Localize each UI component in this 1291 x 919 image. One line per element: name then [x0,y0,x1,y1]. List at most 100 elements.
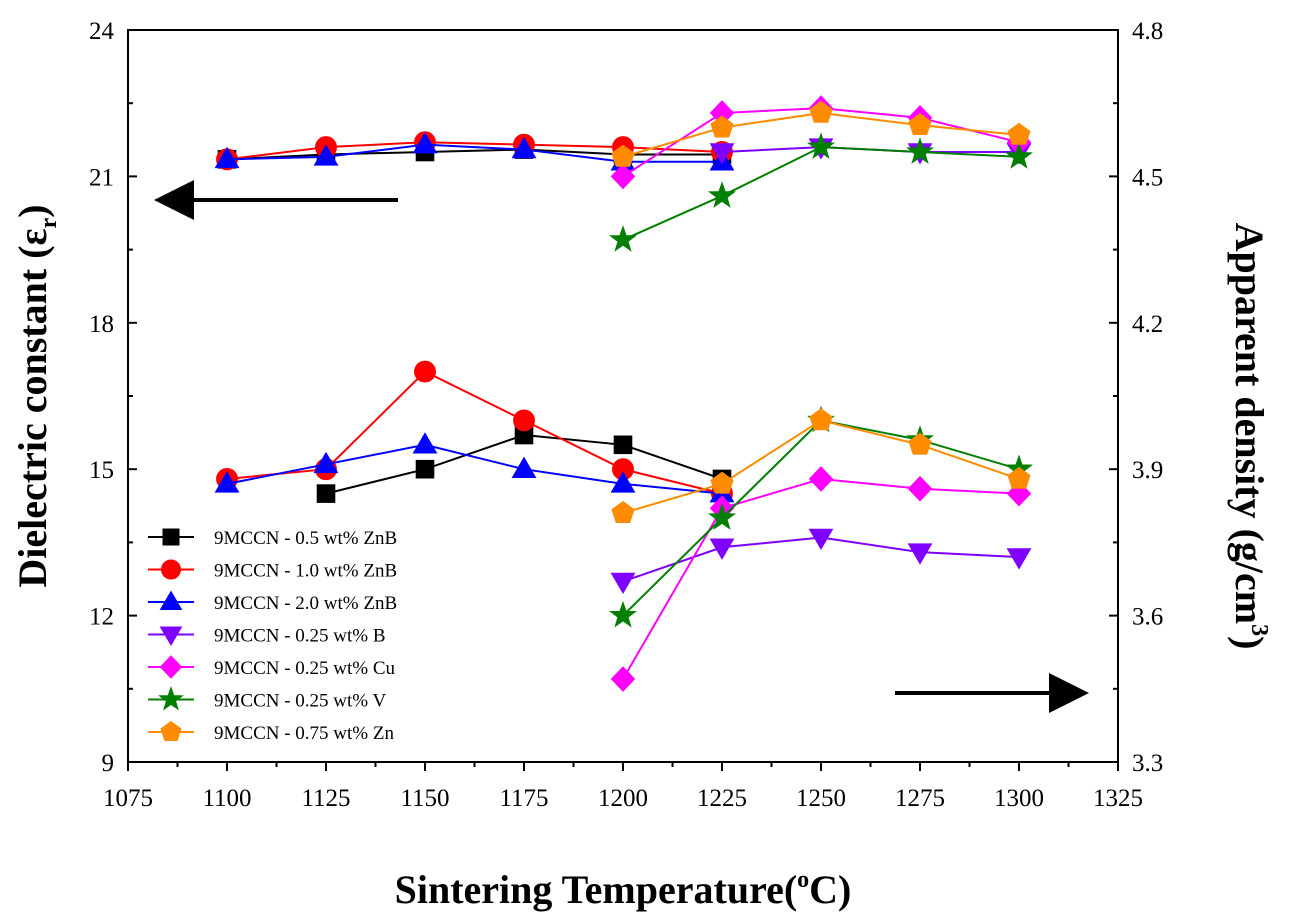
y-axis-title-sub: r [36,217,62,228]
legend-marker [162,528,180,546]
x-tick-label: 1300 [994,785,1044,812]
x-tick-label: 1125 [301,785,350,812]
series-3-epsilon-point [709,143,735,165]
y2-tick-label: 4.8 [1132,18,1163,45]
series-6-density-point [1007,466,1031,489]
series-5-epsilon-point [905,137,935,164]
series-6-density-point [809,408,833,431]
series-4-epsilon-point [610,163,636,190]
y2-axis-title-sup: 3 [1246,624,1272,636]
series-4-density-point [610,666,636,692]
y2-tick-label: 4.5 [1132,164,1163,191]
series-5-epsilon-point [608,225,638,252]
series-2-density-point [511,456,537,478]
y-tick-label: 15 [89,457,114,484]
series-5-epsilon-point [707,181,737,208]
y2-axis-title-tail: ) [1227,636,1272,649]
series-1-density-point [513,409,535,432]
series-6-density-point [611,500,635,523]
legend-marker [159,590,183,610]
x-axis-ticks: 1075 1100 1125 1150 1175 1200 1225 1250 1275 1300… [103,762,1143,812]
legend-label: 9MCCN - 0.25 wt% Cu [214,658,396,679]
legend-label: 9MCCN - 0.25 wt% B [214,626,386,647]
series-1-epsilon-line [226,141,723,161]
y2-tick-label: 3.3 [1132,750,1163,777]
series-2-epsilon-line [226,143,722,163]
series-5-density-line [622,419,1020,617]
series-2-density-point [610,471,636,493]
x-tick-label: 1175 [499,785,548,812]
y2-axis-title: Apparent density (g/cm3) [1227,223,1272,650]
x-tick-label: 1200 [598,785,648,812]
x-axis-title-sup: o [797,867,809,893]
series-2-epsilon-point [313,144,339,166]
series-4-density-point [808,466,834,492]
legend-marker [159,655,183,679]
series-6-epsilon-point [710,115,734,138]
series-5-epsilon-point [806,132,836,160]
x-axis-title: Sintering Temperature(oC) [395,867,852,912]
series-6-density-point [908,432,932,455]
y-tick-label: 18 [89,311,114,338]
y-tick-label: 12 [89,604,114,631]
series-5-epsilon-point [1004,142,1034,169]
legend-label: 9MCCN - 0.5 wt% ZnB [214,528,397,549]
series-3-density-point [808,528,834,551]
legend-label: 9MCCN - 0.25 wt% V [214,691,387,712]
y2-tick-label: 3.6 [1132,604,1163,631]
series-3-density-point [610,572,636,594]
x-axis-title-tail: C) [809,867,851,912]
y-tick-label: 9 [102,750,115,777]
y-axis-ticks: 9 12 15 18 21 24 [89,18,137,777]
series-6-epsilon-point [611,144,635,167]
legend-label: 9MCCN - 0.75 wt% Zn [214,723,394,744]
series-2-epsilon-point [214,146,240,169]
series-2-density-point [313,451,339,474]
series-6-epsilon-point [1007,122,1031,145]
series-4-density-point [907,475,933,502]
y-tick-label: 21 [89,164,114,191]
x-tick-label: 1325 [1093,785,1143,812]
y-axis-title-tail: ) [10,204,55,217]
series-6-epsilon-point [809,100,833,123]
series-2-density-line [226,443,723,495]
legend-marker [158,685,184,711]
y2-tick-label: 3.9 [1132,457,1163,484]
legend-marker [159,626,183,646]
series-0-density-point [316,484,336,503]
series-layer [214,95,1034,692]
series-0-density-point [415,459,435,479]
legend-label: 9MCCN - 2.0 wt% ZnB [214,593,397,614]
series-2-density-point [214,471,240,493]
legend-label: 9MCCN - 1.0 wt% ZnB [214,561,397,582]
y-tick-label: 24 [89,18,115,45]
series-2-epsilon-point [511,137,537,159]
x-tick-label: 1275 [895,785,945,812]
series-1-density-line [226,370,723,495]
series-5-density-point [608,600,638,628]
legend: 9MCCN - 0.5 wt% ZnB 9MCCN - 1.0 wt% ZnB 9M… [148,528,397,744]
legend-marker [161,559,181,580]
x-tick-label: 1075 [103,785,153,812]
series-2-density-point [412,432,438,454]
series-3-density-point [709,538,735,560]
x-tick-label: 1100 [202,785,251,812]
legend-marker [160,720,182,741]
series-3-density-point [907,543,933,565]
series-1-density-point [414,360,436,383]
series-0-density-point [613,435,633,455]
series-2-epsilon-point [412,132,438,154]
series-3-density-point [1006,548,1032,570]
x-tick-label: 1150 [400,785,449,812]
series-6-density-point [710,471,734,494]
series-6-epsilon-point [908,112,932,136]
y-axis-title: Dielectric constant (εr) [10,204,62,587]
x-tick-label: 1225 [697,785,747,812]
y2-axis-ticks: 3.3 3.6 3.9 4.2 4.5 4.8 [1109,18,1163,777]
series-4-density-line [622,477,1020,680]
series-0-epsilon-line [226,148,722,161]
y2-tick-label: 4.2 [1132,311,1163,338]
series-5-density-point [707,503,737,530]
x-tick-label: 1250 [796,785,846,812]
